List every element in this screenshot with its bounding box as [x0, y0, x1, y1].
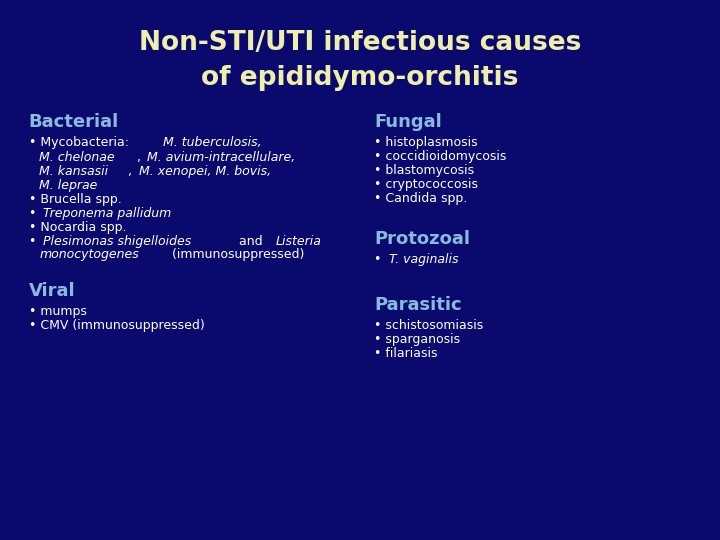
Text: • cryptococcosis: • cryptococcosis: [374, 178, 478, 191]
Text: Protozoal: Protozoal: [374, 230, 470, 248]
Text: • histoplasmosis: • histoplasmosis: [374, 136, 478, 149]
Text: •: •: [29, 207, 40, 220]
Text: •: •: [29, 235, 40, 248]
Text: • sparganosis: • sparganosis: [374, 333, 461, 346]
Text: Treponema pallidum: Treponema pallidum: [43, 207, 172, 220]
Text: M. tuberculosis,: M. tuberculosis,: [163, 136, 261, 149]
Text: M. chelonae: M. chelonae: [39, 151, 114, 164]
Text: •: •: [374, 253, 386, 266]
Text: • Nocardia spp.: • Nocardia spp.: [29, 221, 126, 234]
Text: • Brucella spp.: • Brucella spp.: [29, 193, 122, 206]
Text: • schistosomiasis: • schistosomiasis: [374, 319, 484, 332]
Text: of epididymo-orchitis: of epididymo-orchitis: [202, 65, 518, 91]
Text: • coccidioidomycosis: • coccidioidomycosis: [374, 150, 507, 163]
Text: Listeria: Listeria: [276, 235, 321, 248]
Text: • Mycobacteria:: • Mycobacteria:: [29, 136, 132, 149]
Text: • filariasis: • filariasis: [374, 347, 438, 360]
Text: Plesimonas shigelloides: Plesimonas shigelloides: [43, 235, 192, 248]
Text: and: and: [235, 235, 266, 248]
Text: Viral: Viral: [29, 282, 76, 300]
Text: ,: ,: [128, 165, 136, 178]
Text: Parasitic: Parasitic: [374, 296, 462, 314]
Text: Bacterial: Bacterial: [29, 113, 119, 131]
Text: • mumps: • mumps: [29, 305, 86, 318]
Text: (immunosuppressed): (immunosuppressed): [168, 248, 305, 261]
Text: M. avium-intracellulare,: M. avium-intracellulare,: [147, 151, 295, 164]
Text: Non-STI/UTI infectious causes: Non-STI/UTI infectious causes: [139, 30, 581, 56]
Text: M. xenopei, M. bovis,: M. xenopei, M. bovis,: [139, 165, 271, 178]
Text: M. kansasii: M. kansasii: [39, 165, 108, 178]
Text: M. leprae: M. leprae: [39, 179, 97, 192]
Text: monocytogenes: monocytogenes: [39, 248, 139, 261]
Text: • Candida spp.: • Candida spp.: [374, 192, 468, 205]
Text: • blastomycosis: • blastomycosis: [374, 164, 474, 177]
Text: Fungal: Fungal: [374, 113, 442, 131]
Text: ,: ,: [137, 151, 145, 164]
Text: • CMV (immunosuppressed): • CMV (immunosuppressed): [29, 319, 204, 332]
Text: T. vaginalis: T. vaginalis: [389, 253, 459, 266]
